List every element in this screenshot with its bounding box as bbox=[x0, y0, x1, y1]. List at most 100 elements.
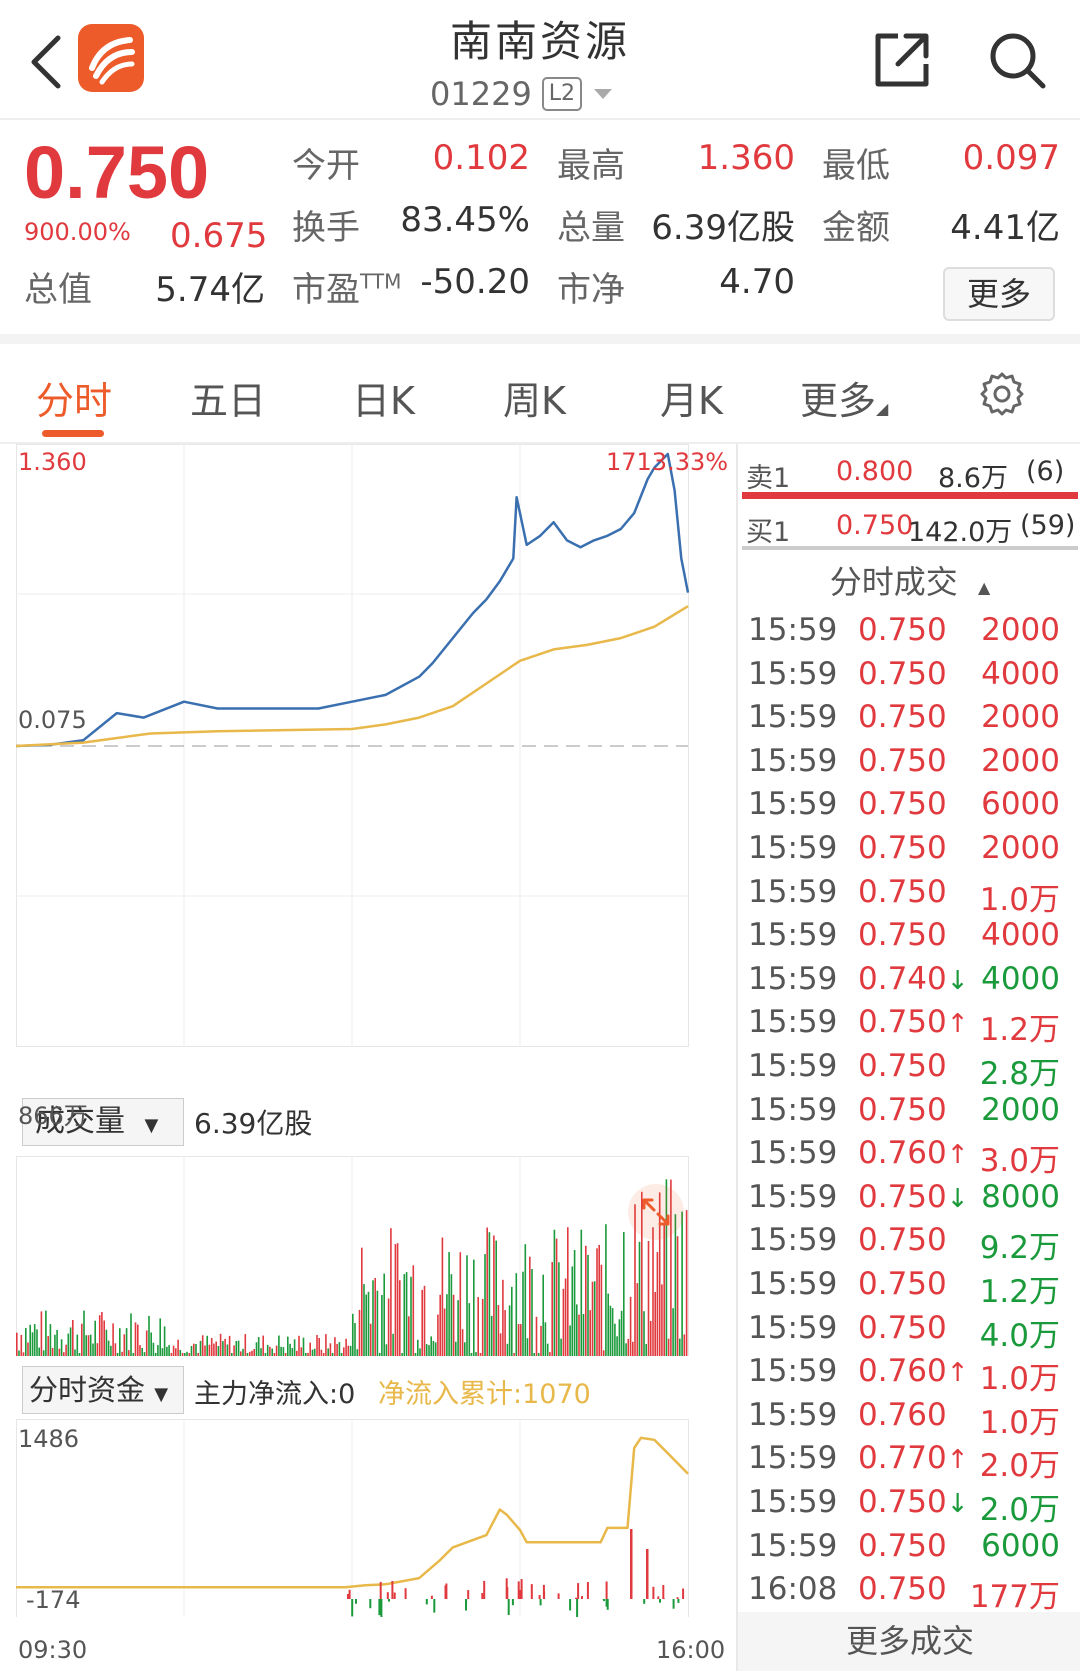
volume-bar bbox=[45, 1310, 47, 1356]
volume-bar bbox=[181, 1353, 184, 1356]
volume-bar bbox=[210, 1338, 213, 1356]
search-button[interactable] bbox=[985, 28, 1049, 92]
fund-flow-bar bbox=[505, 1578, 508, 1599]
tab-five-day[interactable]: 五日 bbox=[190, 379, 267, 423]
settings-button[interactable] bbox=[978, 370, 1026, 418]
volume-bar bbox=[374, 1278, 376, 1356]
tick-row: 15:59 0.760↑ 3.0万 bbox=[738, 1135, 1080, 1179]
expand-button[interactable] bbox=[628, 1184, 684, 1240]
volume-bar bbox=[347, 1345, 350, 1356]
volume-bar bbox=[656, 1252, 659, 1356]
volume-bar bbox=[157, 1345, 159, 1356]
volume-bar bbox=[246, 1353, 249, 1356]
tick-time: 15:59 bbox=[748, 1309, 838, 1346]
tab-daily-k[interactable]: 日K bbox=[352, 379, 415, 423]
tick-arrow: ↑ bbox=[946, 1140, 969, 1171]
tick-row: 15:59 0.750 4.0万 bbox=[738, 1309, 1080, 1354]
fund-flow-bar bbox=[430, 1595, 433, 1599]
tick-price: 0.750↓ bbox=[858, 1178, 969, 1215]
volume-bar bbox=[327, 1348, 329, 1356]
volume-bar bbox=[269, 1346, 271, 1356]
tick-volume: 2.0万 bbox=[979, 1448, 1060, 1485]
gear-icon bbox=[980, 372, 1024, 416]
volume-bar bbox=[47, 1336, 49, 1356]
volume-bar bbox=[105, 1329, 108, 1356]
volume-bar bbox=[593, 1281, 596, 1356]
volume-bar bbox=[179, 1349, 182, 1356]
volume-bar bbox=[524, 1244, 527, 1356]
volume-bar bbox=[665, 1179, 668, 1356]
volume-bar bbox=[450, 1274, 453, 1356]
volume-bar bbox=[517, 1324, 520, 1356]
fund-flow-bar bbox=[682, 1588, 685, 1599]
volume-bar bbox=[417, 1339, 419, 1356]
stock-code-selector[interactable]: 01229 L2 bbox=[430, 74, 614, 114]
volume-bar bbox=[233, 1345, 235, 1356]
volume-bar bbox=[598, 1244, 600, 1356]
volume-indicator-select[interactable]: 成交量 ▼ bbox=[22, 1098, 184, 1146]
bid-label: 买1 bbox=[746, 517, 791, 548]
tick-price: 0.750↑ bbox=[858, 1004, 969, 1041]
fund-flow-bar bbox=[657, 1596, 660, 1599]
volume-bar bbox=[432, 1341, 435, 1356]
fund-flow-bar bbox=[379, 1599, 382, 1616]
volume-bar bbox=[596, 1248, 598, 1356]
volume-bar bbox=[305, 1353, 307, 1356]
amount-value: 4.41亿 bbox=[950, 208, 1060, 248]
app-logo bbox=[78, 24, 144, 92]
fund-flow-bar bbox=[586, 1582, 589, 1599]
volume-bar bbox=[316, 1335, 318, 1356]
tick-list-header[interactable]: 分时成交 ▲ bbox=[829, 563, 991, 601]
tick-price: 0.740↓ bbox=[858, 960, 969, 997]
volume-bar bbox=[434, 1342, 437, 1356]
volume-bar bbox=[558, 1262, 560, 1356]
volume-bar bbox=[676, 1236, 679, 1356]
volume-bar bbox=[526, 1338, 529, 1356]
volume-bar bbox=[369, 1323, 372, 1356]
volume-bar bbox=[616, 1336, 618, 1356]
volume-bar bbox=[641, 1191, 643, 1356]
fund-flow-bar bbox=[575, 1597, 578, 1599]
bid-row[interactable]: 买1 0.750 142.0万 (59) bbox=[738, 498, 1080, 552]
price-line bbox=[16, 452, 690, 748]
share-button[interactable] bbox=[870, 28, 934, 92]
pe-label: 市盈TTM bbox=[292, 269, 402, 310]
volume-bar bbox=[493, 1235, 495, 1356]
volume-bar bbox=[439, 1294, 441, 1356]
more-trades-button[interactable]: 更多成交 bbox=[738, 1612, 1080, 1671]
volume-bar bbox=[331, 1353, 334, 1356]
tab-monthly-k[interactable]: 月K bbox=[660, 379, 723, 423]
intraday-chart[interactable]: 1.360 1713.33% 0.075 成交量 ▼ 6.39亿股 866万 分… bbox=[16, 444, 736, 1671]
fund-flow-bar bbox=[646, 1549, 649, 1599]
volume-bar bbox=[560, 1338, 562, 1356]
tick-price: 0.750↓ bbox=[858, 1484, 969, 1520]
volume-bar bbox=[457, 1300, 459, 1356]
time-start-label: 09:30 bbox=[18, 1636, 88, 1664]
tick-volume: 9.2万 bbox=[979, 1230, 1060, 1267]
volume-bar bbox=[137, 1324, 139, 1356]
tab-weekly-k[interactable]: 周K bbox=[503, 379, 566, 423]
volume-bar bbox=[302, 1337, 305, 1356]
fund-indicator-select[interactable]: 分时资金 ▼ bbox=[22, 1366, 184, 1414]
volume-bar bbox=[87, 1335, 90, 1356]
tick-time: 15:59 bbox=[748, 1048, 838, 1084]
fund-flow-bar bbox=[576, 1599, 579, 1617]
volume-bar bbox=[172, 1345, 175, 1356]
tab-intraday[interactable]: 分时 bbox=[36, 379, 113, 423]
chart-period-tabs: 分时 五日 日K 周K 月K 更多◢ bbox=[0, 344, 1080, 444]
tick-row: 15:59 0.740↓ 4000 bbox=[738, 961, 1080, 1004]
tick-time: 15:59 bbox=[748, 917, 838, 954]
volume-bar bbox=[119, 1328, 121, 1356]
fund-flow-bar bbox=[380, 1599, 383, 1617]
fund-flow-bar bbox=[511, 1599, 514, 1606]
average-price-line bbox=[16, 605, 689, 748]
more-quote-button[interactable]: 更多 bbox=[943, 267, 1055, 321]
fund-flow-bar bbox=[404, 1588, 407, 1599]
volume-bar bbox=[403, 1274, 406, 1356]
ask-row[interactable]: 卖1 0.800 8.6万 (6) bbox=[738, 444, 1080, 498]
back-button[interactable] bbox=[22, 32, 70, 92]
tick-time: 16:08 bbox=[748, 1571, 838, 1608]
volume-bar bbox=[204, 1345, 206, 1356]
volume-bar bbox=[349, 1345, 352, 1356]
tab-more[interactable]: 更多◢ bbox=[800, 379, 889, 423]
